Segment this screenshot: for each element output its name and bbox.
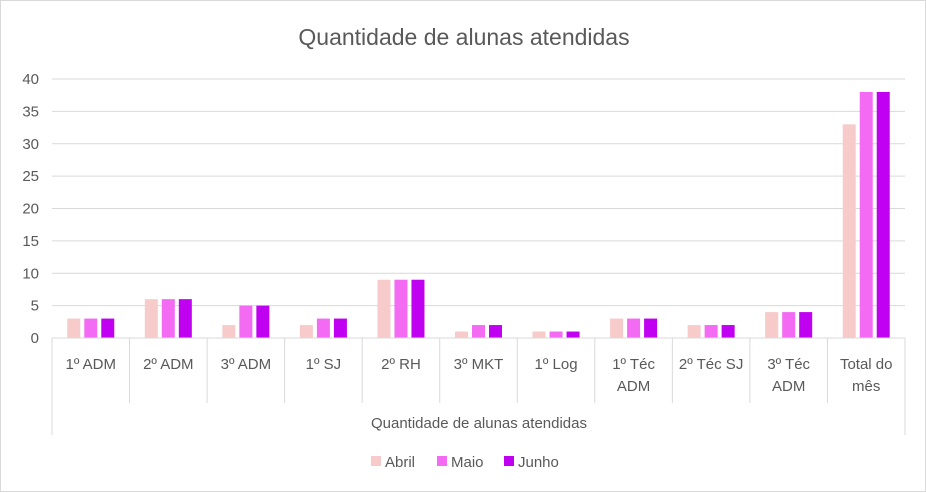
y-tick-label: 35	[22, 103, 39, 120]
bar-maio-2	[239, 305, 253, 338]
bar-junho-1	[178, 299, 192, 338]
bar-junho-3	[333, 318, 347, 338]
y-tick-label: 20	[22, 201, 39, 218]
bar-abril-8	[687, 325, 701, 338]
category-label: ADM	[772, 378, 805, 395]
bar-maio-7	[627, 318, 641, 338]
bar-junho-7	[644, 318, 658, 338]
bars	[67, 91, 890, 338]
bar-maio-5	[472, 325, 485, 338]
bar-abril-0	[67, 318, 81, 338]
bar-maio-1	[161, 299, 175, 338]
chart-title: Quantidade de alunas atendidas	[298, 24, 629, 50]
y-axis-ticks: 0 5 10 15 20 25 30 35 40	[22, 71, 39, 347]
y-tick-label: 15	[22, 233, 39, 250]
bar-abril-3	[299, 325, 313, 338]
category-label: Total do	[840, 356, 893, 373]
y-tick-label: 5	[31, 298, 39, 315]
legend-swatch-junho	[504, 456, 514, 466]
category-label: 1º Téc	[612, 356, 655, 373]
category-label: 1º ADM	[66, 356, 117, 373]
category-label: ADM	[617, 378, 650, 395]
bar-maio-9	[782, 312, 796, 338]
legend-swatch-abril	[371, 456, 381, 466]
bar-maio-6	[549, 331, 563, 338]
y-tick-label: 25	[22, 168, 39, 185]
bar-maio-3	[316, 318, 330, 338]
bar-abril-1	[144, 299, 158, 338]
category-label: 2º Téc SJ	[679, 356, 743, 373]
bar-abril-7	[610, 318, 624, 338]
category-label: 3º MKT	[454, 356, 504, 373]
category-labels: 1º ADM 2º ADM 3º ADM 1º SJ 2º RH 3º MKT 1º Log…	[66, 356, 893, 395]
category-label: 2º ADM	[143, 356, 194, 373]
legend: Abril Maio Junho	[371, 454, 559, 471]
bar-maio-10	[859, 91, 873, 338]
category-label: 1º Log	[535, 356, 578, 373]
legend-label-abril: Abril	[385, 454, 415, 471]
bar-junho-6	[566, 331, 580, 338]
bar-junho-10	[876, 91, 890, 338]
x-axis	[51, 337, 906, 435]
legend-label-junho: Junho	[518, 454, 559, 471]
bar-abril-6	[532, 331, 546, 338]
bar-abril-10	[842, 124, 856, 338]
y-tick-label: 30	[22, 136, 39, 153]
bar-maio-8	[704, 325, 718, 338]
bar-junho-4	[411, 279, 425, 338]
bar-maio-4	[394, 279, 408, 338]
bar-junho-0	[101, 318, 115, 338]
bar-junho-9	[799, 312, 813, 338]
gridlines	[52, 78, 905, 307]
bar-maio-0	[84, 318, 98, 338]
bar-junho-8	[721, 325, 735, 338]
category-label: 3º Téc	[767, 356, 810, 373]
bar-junho-2	[256, 305, 270, 338]
y-tick-label: 40	[22, 71, 39, 88]
category-label: 1º SJ	[306, 356, 342, 373]
bar-abril-2	[222, 325, 236, 338]
legend-swatch-maio	[437, 456, 447, 466]
x-axis-title: Quantidade de alunas atendidas	[371, 415, 587, 432]
y-tick-label: 0	[31, 330, 39, 347]
bar-junho-5	[489, 325, 502, 338]
bar-abril-9	[765, 312, 779, 338]
category-label: 3º ADM	[221, 356, 272, 373]
bar-abril-4	[377, 279, 391, 338]
category-label: 2º RH	[381, 356, 421, 373]
legend-label-maio: Maio	[451, 454, 484, 471]
bar-abril-5	[455, 331, 468, 338]
category-label: mês	[852, 378, 880, 395]
y-tick-label: 10	[22, 265, 39, 282]
